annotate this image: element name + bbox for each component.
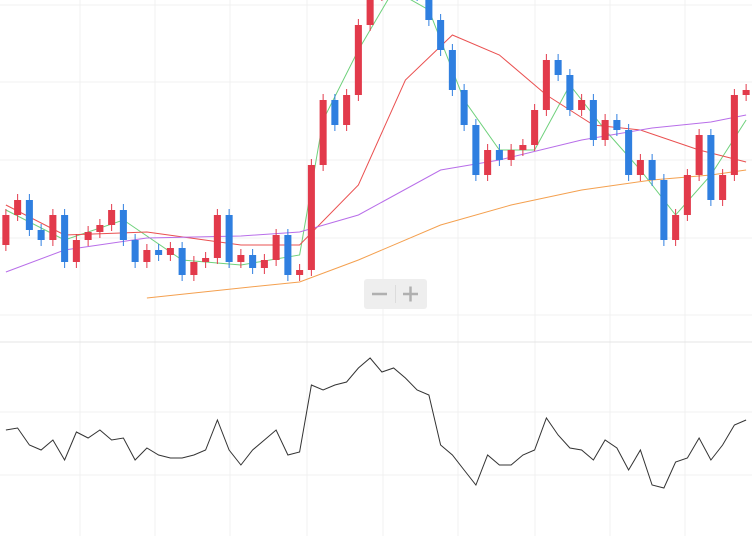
indicator-panel — [5, 357, 747, 489]
candle-body — [296, 270, 304, 275]
candle-body — [542, 60, 550, 110]
candle-body — [660, 180, 668, 240]
indicator-line — [5, 357, 747, 489]
candle-body — [108, 210, 116, 225]
moving-average — [5, 34, 747, 246]
candle-body — [307, 165, 315, 270]
candle-body — [601, 120, 609, 140]
candle-body — [636, 160, 644, 175]
candle-body — [166, 248, 174, 255]
candle-body — [648, 160, 656, 180]
candle-body — [448, 50, 456, 90]
candle-body — [460, 90, 468, 125]
moving-average — [146, 169, 747, 299]
candle-body — [343, 95, 351, 125]
candle-body — [202, 258, 210, 262]
candle-body — [625, 130, 633, 175]
candle-body — [14, 200, 22, 215]
candle-body — [695, 135, 703, 175]
candle-body — [131, 240, 139, 262]
candle-body — [72, 240, 80, 262]
candle-body — [49, 215, 57, 240]
candle-body — [707, 135, 715, 200]
candle-body — [742, 90, 750, 95]
candle-body — [366, 0, 374, 25]
candle-body — [331, 100, 339, 125]
candle-body — [272, 235, 280, 260]
candle-body — [719, 175, 727, 200]
price-panel — [2, 0, 750, 299]
candle-body — [237, 255, 245, 262]
zoom-in[interactable] — [403, 286, 418, 302]
candle-body — [96, 225, 104, 232]
candle-body — [143, 250, 151, 262]
candle-body — [190, 262, 198, 275]
candle-body — [178, 248, 186, 275]
candle-body — [589, 100, 597, 140]
moving-average — [5, 0, 747, 266]
candle-body — [2, 215, 10, 245]
candle-body — [672, 215, 680, 240]
candle-body — [249, 255, 257, 268]
candle-body — [554, 60, 562, 75]
candle-body — [730, 95, 738, 175]
candle-body — [37, 230, 45, 240]
candle-body — [319, 100, 327, 165]
candle-body — [519, 145, 527, 150]
zoom-controls — [364, 279, 427, 309]
candle-body — [61, 215, 69, 262]
candle-body — [119, 210, 127, 240]
candle-body — [437, 20, 445, 50]
moving-average — [5, 114, 747, 273]
candle-body — [284, 235, 292, 275]
candle-body — [84, 232, 92, 240]
candle-body — [472, 125, 480, 175]
candle-body — [507, 150, 515, 160]
candle-body — [566, 75, 574, 110]
candle-body — [155, 250, 163, 255]
candle-body — [25, 200, 33, 230]
candle-body — [213, 215, 221, 258]
candle-body — [260, 260, 268, 268]
candle-body — [578, 100, 586, 110]
candle-body — [495, 150, 503, 160]
candle-body — [613, 120, 621, 130]
candle-body — [683, 175, 691, 215]
candle-body — [531, 110, 539, 145]
candle-body — [425, 0, 433, 20]
candle-body — [484, 150, 492, 175]
candle-body — [225, 215, 233, 262]
candle-body — [354, 25, 362, 95]
